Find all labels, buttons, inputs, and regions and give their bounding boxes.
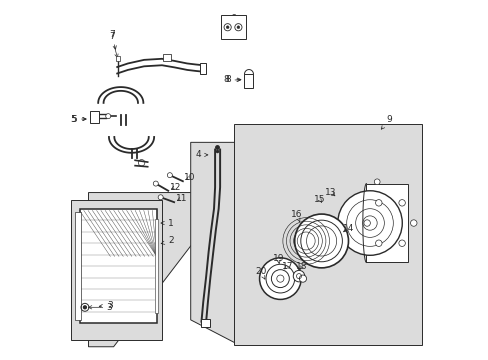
Circle shape xyxy=(83,306,86,309)
Circle shape xyxy=(410,220,416,226)
Bar xyxy=(90,111,99,123)
Circle shape xyxy=(259,258,301,300)
Text: 8: 8 xyxy=(225,75,241,84)
Circle shape xyxy=(237,26,239,29)
Bar xyxy=(163,54,170,61)
Text: 15: 15 xyxy=(313,195,325,204)
Text: 1: 1 xyxy=(161,219,174,228)
Text: 20: 20 xyxy=(254,267,266,279)
Text: 12: 12 xyxy=(169,183,181,192)
Bar xyxy=(155,220,158,313)
Circle shape xyxy=(293,270,304,282)
Text: 8: 8 xyxy=(223,75,240,84)
Text: 13: 13 xyxy=(324,188,336,197)
Text: 17: 17 xyxy=(281,262,293,271)
Polygon shape xyxy=(233,125,421,345)
Circle shape xyxy=(167,173,172,178)
Text: 6: 6 xyxy=(230,14,236,27)
Text: 5: 5 xyxy=(70,114,76,123)
Circle shape xyxy=(153,181,158,186)
Text: 4: 4 xyxy=(195,150,207,159)
Text: 10: 10 xyxy=(184,173,195,182)
Circle shape xyxy=(337,191,402,255)
Text: 19: 19 xyxy=(272,255,284,264)
Bar xyxy=(244,74,253,88)
Bar xyxy=(75,212,81,320)
Text: 3: 3 xyxy=(88,303,112,312)
Circle shape xyxy=(294,214,348,268)
Text: 3: 3 xyxy=(99,301,113,310)
Circle shape xyxy=(306,226,336,256)
Circle shape xyxy=(398,240,405,247)
Text: 9: 9 xyxy=(381,114,392,129)
Circle shape xyxy=(375,240,381,247)
Circle shape xyxy=(299,275,306,282)
Circle shape xyxy=(226,26,228,29)
Text: 14: 14 xyxy=(342,224,353,233)
Circle shape xyxy=(355,209,384,237)
Circle shape xyxy=(373,179,379,185)
Circle shape xyxy=(398,199,405,206)
Bar xyxy=(80,209,156,323)
Polygon shape xyxy=(88,193,206,347)
Circle shape xyxy=(375,199,381,206)
Polygon shape xyxy=(190,142,239,345)
Circle shape xyxy=(271,270,289,288)
Circle shape xyxy=(363,220,369,226)
Text: 16: 16 xyxy=(290,210,302,222)
Bar xyxy=(116,56,120,60)
Bar xyxy=(221,15,245,40)
Circle shape xyxy=(105,114,110,119)
Polygon shape xyxy=(70,200,162,339)
Circle shape xyxy=(158,195,163,200)
Bar xyxy=(199,63,206,74)
Bar xyxy=(366,184,407,262)
Text: 2: 2 xyxy=(161,237,173,246)
Bar xyxy=(201,319,209,327)
Text: 7: 7 xyxy=(109,32,118,58)
Text: 18: 18 xyxy=(296,262,307,271)
Text: 11: 11 xyxy=(175,194,187,203)
Text: 5: 5 xyxy=(71,114,86,123)
Text: 7: 7 xyxy=(109,30,116,49)
